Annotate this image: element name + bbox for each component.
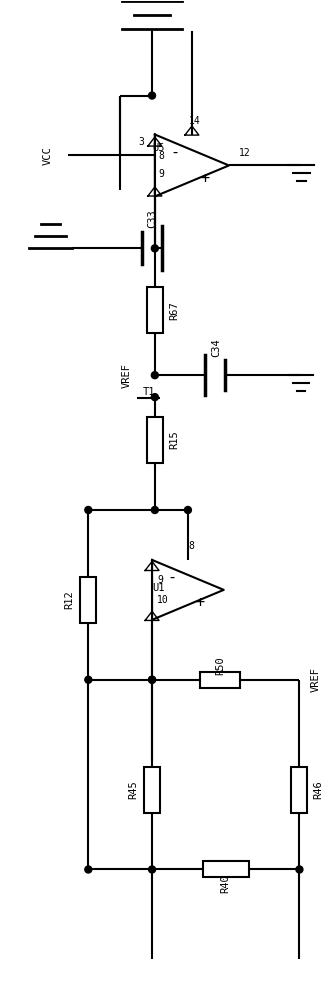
Text: VREF: VREF [310, 667, 320, 692]
Text: R50: R50 [215, 656, 225, 675]
Circle shape [151, 372, 158, 379]
Bar [200, 672, 240, 688]
Circle shape [184, 506, 191, 513]
Circle shape [85, 676, 92, 683]
Circle shape [151, 245, 158, 252]
Circle shape [151, 394, 158, 401]
Text: U5: U5 [152, 143, 164, 153]
Text: 9: 9 [157, 575, 163, 585]
Text: +: + [195, 595, 205, 610]
Text: VREF: VREF [122, 363, 132, 388]
Circle shape [151, 506, 158, 513]
Circle shape [149, 676, 156, 683]
Bar [291, 767, 307, 813]
Text: 9: 9 [159, 169, 165, 179]
Circle shape [149, 676, 156, 683]
Text: +: + [200, 171, 209, 186]
Bar [144, 767, 160, 813]
Text: 8: 8 [188, 541, 194, 551]
Text: 8: 8 [159, 151, 165, 161]
Text: 10: 10 [157, 595, 169, 605]
Text: R46: R46 [313, 780, 323, 799]
Text: C34: C34 [211, 338, 221, 357]
Text: 12: 12 [239, 148, 251, 158]
Bar [203, 861, 249, 877]
Circle shape [149, 92, 156, 99]
Text: 3: 3 [138, 137, 144, 147]
Bar [147, 287, 163, 333]
Text: R12: R12 [64, 590, 74, 609]
Bar [147, 417, 163, 463]
Text: VCC: VCC [42, 146, 52, 165]
Circle shape [85, 866, 92, 873]
Text: R15: R15 [169, 431, 179, 449]
Text: R40: R40 [221, 874, 231, 893]
Text: -: - [170, 145, 180, 160]
Text: 14: 14 [189, 116, 201, 126]
Text: R67: R67 [169, 301, 179, 320]
Text: T1: T1 [143, 387, 155, 397]
Circle shape [149, 866, 156, 873]
Circle shape [85, 506, 92, 513]
Text: U1: U1 [152, 583, 165, 593]
Text: C33: C33 [147, 209, 157, 228]
Text: R45: R45 [128, 780, 138, 799]
Bar [80, 577, 96, 623]
Circle shape [296, 866, 303, 873]
Text: -: - [167, 569, 177, 584]
